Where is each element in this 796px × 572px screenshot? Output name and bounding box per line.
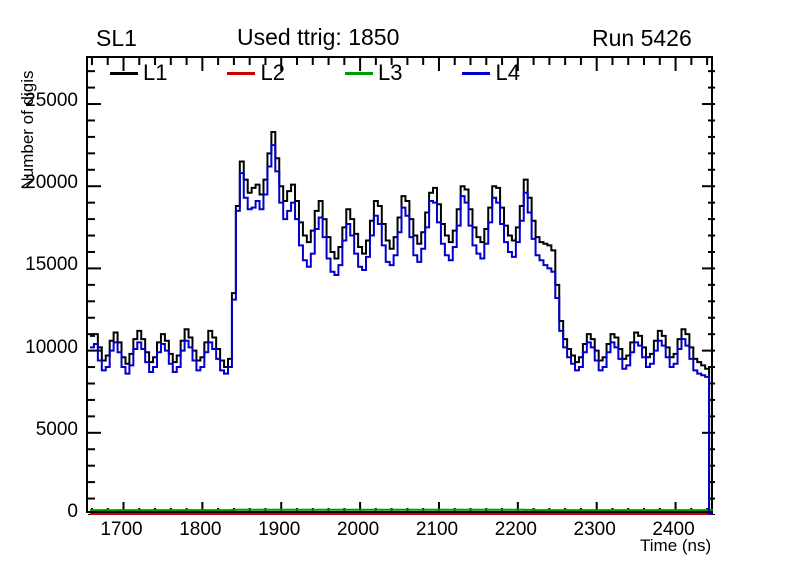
y-tick-label: 20000 bbox=[25, 172, 78, 194]
y-tick-label: 0 bbox=[67, 501, 78, 522]
y-tick-label: 15000 bbox=[25, 254, 78, 276]
series-line-l1 bbox=[89, 130, 714, 515]
plot-area bbox=[88, 58, 715, 515]
series-line-l4 bbox=[89, 144, 714, 515]
x-tick-label: 2400 bbox=[652, 519, 695, 540]
legend-item-l3[interactable]: L3 bbox=[344, 60, 403, 85]
y-tick-label: 25000 bbox=[25, 90, 78, 112]
y-tick-label: 5000 bbox=[35, 418, 78, 440]
legend-label: L2 bbox=[260, 60, 285, 85]
x-tick-label: 1900 bbox=[258, 519, 301, 540]
x-tick-label: 2200 bbox=[494, 519, 537, 540]
x-tick-label: 1800 bbox=[179, 519, 222, 540]
chart-title: Used ttrig: 1850 bbox=[237, 24, 400, 50]
y-tick-label: 10000 bbox=[25, 336, 78, 358]
legend-swatch-l1 bbox=[110, 71, 138, 75]
x-tick-label: 2000 bbox=[336, 519, 380, 540]
x-axis-title: Time (ns) bbox=[640, 536, 712, 555]
legend: L1 L2 L3 L4 bbox=[110, 62, 580, 84]
legend-swatch-l2 bbox=[227, 71, 256, 75]
run-number-label: Run 5426 bbox=[592, 25, 692, 51]
legend-item-l2[interactable]: L2 bbox=[227, 60, 285, 85]
x-tick-label: 2300 bbox=[573, 519, 616, 540]
legend-swatch-l4 bbox=[462, 71, 491, 75]
superlayer-label: SL1 bbox=[96, 25, 137, 51]
x-tick-label: 2100 bbox=[415, 519, 459, 540]
x-tick-label: 1700 bbox=[100, 519, 143, 540]
legend-label: L4 bbox=[495, 60, 520, 85]
legend-swatch-l3 bbox=[344, 71, 373, 75]
plot-frame bbox=[86, 56, 715, 515]
legend-label: L3 bbox=[377, 60, 403, 85]
legend-label: L1 bbox=[143, 60, 168, 85]
legend-item-l4[interactable]: L4 bbox=[462, 60, 520, 85]
legend-item-l1[interactable]: L1 bbox=[110, 62, 167, 84]
